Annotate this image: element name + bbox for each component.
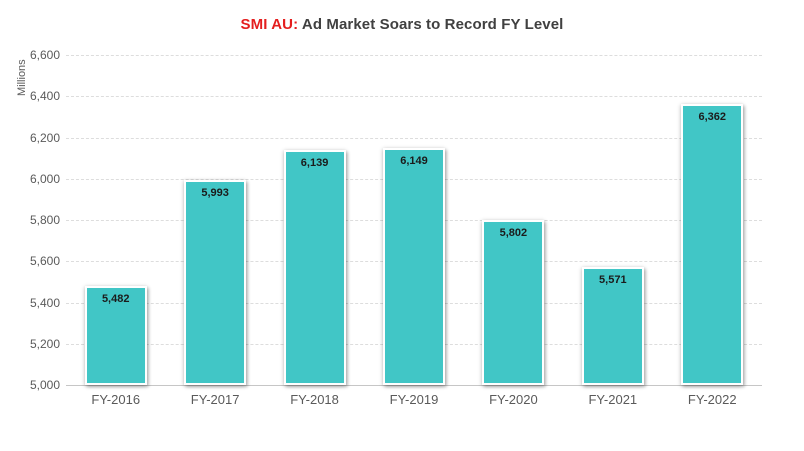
y-tick-label: 5,000 bbox=[29, 378, 60, 392]
bar-FY-2021: 5,571 bbox=[581, 267, 644, 385]
bar-value-label: 5,802 bbox=[499, 226, 528, 239]
y-tick-label: 5,400 bbox=[29, 295, 60, 310]
bar-slot: 5,482 bbox=[66, 55, 165, 385]
x-axis-labels: FY-2016 FY-2017 FY-2018 FY-2019 FY-2020 FY-20… bbox=[66, 392, 762, 407]
plot-area: 5,482 5,993 6,139 6,149 5,802 5,571 6,362 bbox=[66, 55, 762, 386]
y-tick-label: 5,600 bbox=[29, 254, 60, 269]
bar-slot: 5,993 bbox=[165, 55, 264, 385]
bar-FY-2017: 5,993 bbox=[184, 180, 247, 385]
x-tick-label: FY-2021 bbox=[588, 392, 638, 407]
y-tick-label: 6,200 bbox=[29, 130, 60, 145]
bar-value-label: 5,993 bbox=[201, 187, 229, 200]
y-tick-label: 6,400 bbox=[29, 89, 60, 104]
gridline bbox=[66, 55, 762, 56]
x-tick-label: FY-2016 bbox=[91, 392, 141, 407]
y-tick-label: 6,600 bbox=[29, 48, 60, 62]
bars: 5,482 5,993 6,139 6,149 5,802 5,571 6,362 bbox=[66, 55, 762, 385]
x-tick-label: FY-2017 bbox=[190, 392, 240, 407]
bar-FY-2018: 6,139 bbox=[283, 150, 346, 385]
gridline bbox=[66, 96, 762, 98]
bar-value-label: 6,149 bbox=[400, 155, 428, 168]
x-tick-label: FY-2020 bbox=[489, 392, 538, 407]
y-tick-label: 5,800 bbox=[29, 213, 60, 227]
y-tick-label: 6,000 bbox=[29, 171, 60, 186]
bar-slot: 5,571 bbox=[563, 55, 662, 385]
y-tick-label: 5,200 bbox=[29, 336, 60, 351]
bar-slot: 6,149 bbox=[364, 55, 463, 385]
bar-FY-2022: 6,362 bbox=[681, 104, 744, 385]
bar-value-label: 5,482 bbox=[101, 292, 130, 305]
x-tick-label: FY-2022 bbox=[687, 392, 737, 407]
x-axis-baseline bbox=[66, 385, 762, 386]
bar-slot: 5,802 bbox=[464, 55, 563, 385]
bar-value-label: 6,139 bbox=[300, 157, 329, 170]
bar-FY-2019: 6,149 bbox=[382, 148, 445, 385]
bar-FY-2016: 5,482 bbox=[84, 285, 147, 385]
x-tick-label: FY-2019 bbox=[389, 392, 439, 407]
y-axis-tick-labels: 5,000 5,200 5,400 5,600 5,800 6,000 6,200 6,400… bbox=[0, 48, 60, 392]
chart-title-accent: SMI AU: bbox=[240, 16, 299, 33]
chart-title-text: Ad Market Soars to Record FY Level bbox=[298, 16, 564, 33]
gridline bbox=[66, 137, 762, 139]
bar-slot: 6,362 bbox=[663, 55, 762, 385]
bar-value-label: 5,571 bbox=[599, 274, 627, 287]
bar-value-label: 6,362 bbox=[698, 111, 726, 124]
bar-FY-2020: 5,802 bbox=[482, 219, 545, 385]
x-tick-label: FY-2018 bbox=[290, 392, 339, 407]
chart-title: SMI AU: Ad Market Soars to Record FY Lev… bbox=[0, 16, 804, 33]
bar-slot: 6,139 bbox=[265, 55, 364, 385]
